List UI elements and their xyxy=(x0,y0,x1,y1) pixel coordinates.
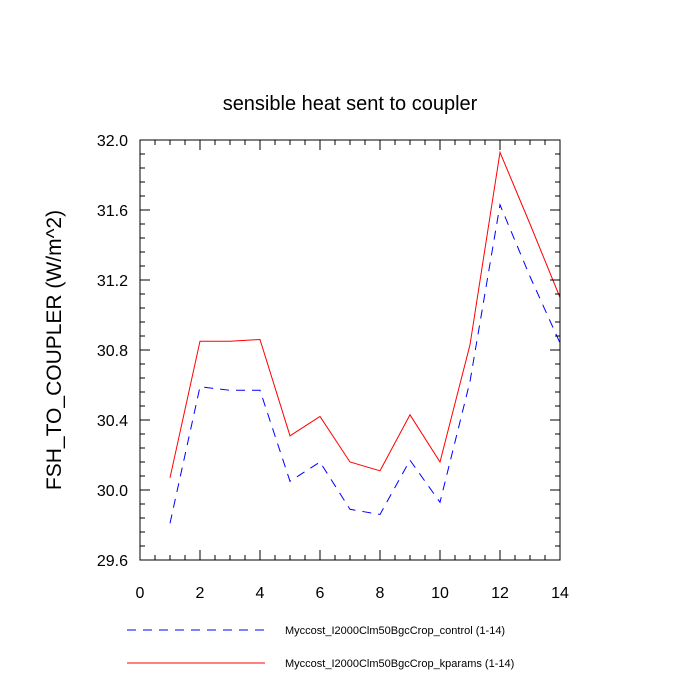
x-tick-label: 8 xyxy=(376,585,385,602)
legend: Myccost_I2000Clm50BgcCrop_control (1-14)… xyxy=(127,625,514,670)
series-line-kparams xyxy=(169,150,561,478)
x-tick-label: 12 xyxy=(491,585,509,602)
x-tick-label: 14 xyxy=(551,585,569,602)
legend-label: Myccost_I2000Clm50BgcCrop_control (1-14) xyxy=(285,625,505,637)
y-tick-label: 30.4 xyxy=(97,413,128,430)
y-tick-label: 29.6 xyxy=(97,553,128,570)
x-tick-label: 10 xyxy=(431,585,449,602)
legend-label: Myccost_I2000Clm50BgcCrop_kparams (1-14) xyxy=(285,658,514,670)
y-tick-label: 30.0 xyxy=(97,483,128,500)
y-axis: 29.6 30.0 30.4 30.8 31.2 31.6 32.0 xyxy=(97,133,560,570)
y-tick-label: 30.8 xyxy=(97,343,128,360)
y-tick-label: 31.2 xyxy=(97,273,128,290)
x-axis: 0 2 4 6 8 10 12 14 xyxy=(136,140,569,602)
chart-title: sensible heat sent to coupler xyxy=(223,93,478,115)
y-axis-label: FSH_TO_COUPLER (W/m^2) xyxy=(43,210,66,490)
plot-area xyxy=(169,150,561,524)
x-tick-label: 4 xyxy=(256,585,265,602)
y-tick-label: 32.0 xyxy=(97,133,128,150)
series-line-control xyxy=(169,203,561,524)
x-tick-label: 6 xyxy=(316,585,325,602)
plot-frame xyxy=(139,139,561,561)
x-tick-label: 2 xyxy=(196,585,205,602)
x-tick-label: 0 xyxy=(136,585,145,602)
y-tick-label: 31.6 xyxy=(97,203,128,220)
